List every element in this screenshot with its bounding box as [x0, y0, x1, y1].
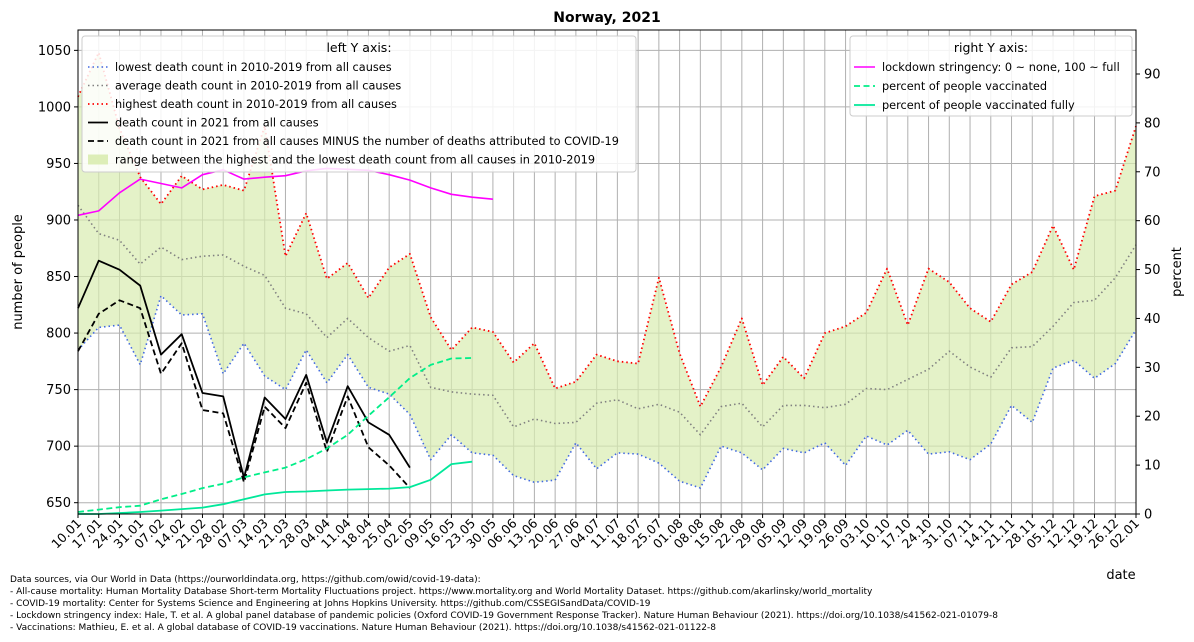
y-left-tick-label-700: 700 — [46, 440, 71, 455]
legend-left-label-2: highest death count in 2010-2019 from al… — [115, 98, 397, 111]
y-left-tick-label-650: 650 — [46, 496, 71, 511]
legend-left-swatch-5 — [88, 155, 108, 165]
y-left-tick-label-900: 900 — [46, 213, 71, 228]
y-axis-right-label: percent — [1170, 247, 1185, 297]
y-right-tick-label-80: 80 — [1144, 116, 1161, 131]
y-right-tick-label-20: 20 — [1144, 410, 1161, 425]
data-sources: Data sources, via Our World in Data (htt… — [10, 575, 998, 633]
y-left-tick-label-800: 800 — [46, 327, 71, 342]
legend-left-label-0: lowest death count in 2010-2019 from all… — [115, 61, 392, 74]
y-left-tick-label-850: 850 — [46, 270, 71, 285]
y-right-tick-label-0: 0 — [1144, 508, 1152, 523]
y-right-tick-label-10: 10 — [1144, 459, 1161, 474]
legend-right-label-1: percent of people vaccinated — [882, 80, 1047, 93]
legend-right: right Y axis: lockdown stringency: 0 ~ n… — [850, 36, 1132, 116]
y-left-tick-label-750: 750 — [46, 383, 71, 398]
y-right-tick-label-70: 70 — [1144, 165, 1161, 180]
legend-left-label-4: death count in 2021 from all causes MINU… — [115, 135, 619, 148]
y-left-tick-label-1000: 1000 — [38, 100, 71, 115]
legend-right-label-2: percent of people vaccinated fully — [882, 99, 1075, 112]
source-line-1: - All-cause mortality: Human Mortality D… — [10, 587, 873, 597]
y-right-tick-label-90: 90 — [1144, 68, 1161, 83]
y-right-tick-label-60: 60 — [1144, 214, 1161, 229]
legend-right-title: right Y axis: — [954, 40, 1028, 55]
y-right-tick-label-50: 50 — [1144, 263, 1161, 278]
x-axis-label: date — [1106, 568, 1135, 583]
legend-right-label-0: lockdown stringency: 0 ~ none, 100 ~ ful… — [882, 61, 1120, 74]
legend-left-label-1: average death count in 2010-2019 from al… — [115, 80, 401, 93]
y-right-tick-label-40: 40 — [1144, 312, 1161, 327]
source-line-4: - Vaccinations: Mathieu, E. et al. A glo… — [10, 623, 716, 633]
y-left-tick-label-1050: 1050 — [38, 44, 71, 59]
chart-title: Norway, 2021 — [553, 10, 660, 26]
source-line-0: Data sources, via Our World in Data (htt… — [10, 575, 481, 585]
y-left-tick-label-950: 950 — [46, 157, 71, 172]
legend-left-label-5: range between the highest and the lowest… — [115, 154, 595, 167]
source-line-2: - COVID-19 mortality: Center for Systems… — [10, 599, 651, 609]
legend-left-title: left Y axis: — [326, 40, 391, 55]
y-right-tick-label-30: 30 — [1144, 361, 1161, 376]
legend-left-label-3: death count in 2021 from all causes — [115, 117, 319, 130]
y-axis-left-label: number of people — [11, 214, 26, 330]
legend-left: left Y axis: lowest death count in 2010-… — [82, 36, 636, 172]
source-line-3: - Lockdown stringency index: Hale, T. et… — [10, 611, 998, 621]
